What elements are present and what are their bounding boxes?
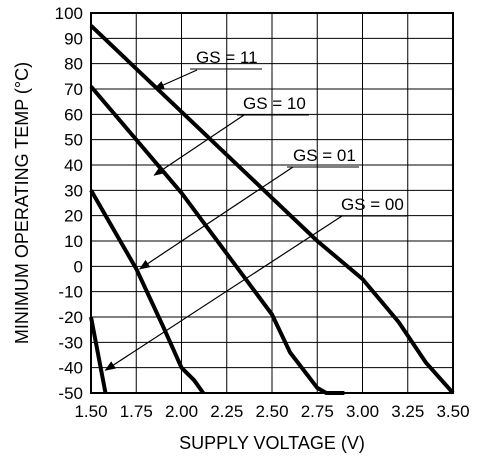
x-tick-label: 1.50	[74, 402, 107, 421]
y-tick-label: -10	[58, 283, 83, 302]
x-tick-label: 2.75	[301, 402, 334, 421]
annotation-arrow	[138, 166, 294, 270]
x-tick-label: 3.25	[391, 402, 424, 421]
y-tick-label: -50	[58, 384, 83, 403]
y-tick-label: 50	[64, 131, 83, 150]
annotations: GS = 11 GS = 10 GS = 01 GS = 00	[104, 48, 407, 371]
x-tick-label: 2.00	[165, 402, 198, 421]
y-tick-label: 80	[64, 55, 83, 74]
x-tick-label: 1.75	[120, 402, 153, 421]
annotation-label: GS = 00	[341, 195, 404, 214]
annotation-label: GS = 10	[243, 94, 306, 113]
y-tick-label: -40	[58, 359, 83, 378]
y-tick-label: 30	[64, 181, 83, 200]
annotation-label: GS = 11	[196, 48, 258, 67]
y-tick-label: 0	[74, 257, 83, 276]
series-line-4	[89, 316, 108, 394]
tick-labels: 1.50 1.75 2.00 2.25 2.50 2.75 3.00 3.25 3.501009…	[55, 4, 470, 421]
annotation-arrow	[153, 69, 198, 90]
x-tick-label: 2.50	[255, 402, 288, 421]
y-tick-label: 70	[64, 80, 83, 99]
y-tick-label: 40	[64, 156, 83, 175]
y-tick-label: -20	[58, 308, 83, 327]
y-tick-label: 20	[64, 207, 83, 226]
x-axis-label: SUPPLY VOLTAGE (V)	[179, 433, 365, 453]
x-tick-label: 3.50	[436, 402, 469, 421]
y-tick-label: 60	[64, 105, 83, 124]
plot-frame	[90, 12, 454, 394]
y-tick-label: 90	[64, 29, 83, 48]
x-tick-label: 2.25	[210, 402, 243, 421]
annotation-arrow	[104, 215, 343, 371]
y-tick-label: -30	[58, 333, 83, 352]
annotation-label: GS = 01	[293, 146, 356, 165]
y-tick-label: 10	[64, 232, 83, 251]
y-axis-label: MINIMUM OPERATING TEMP (°C)	[12, 62, 32, 344]
x-tick-label: 3.00	[346, 402, 379, 421]
series-line-1	[89, 24, 455, 395]
series-line-3	[89, 189, 205, 395]
y-tick-label: 100	[55, 4, 83, 23]
annotation-arrow	[153, 114, 245, 176]
